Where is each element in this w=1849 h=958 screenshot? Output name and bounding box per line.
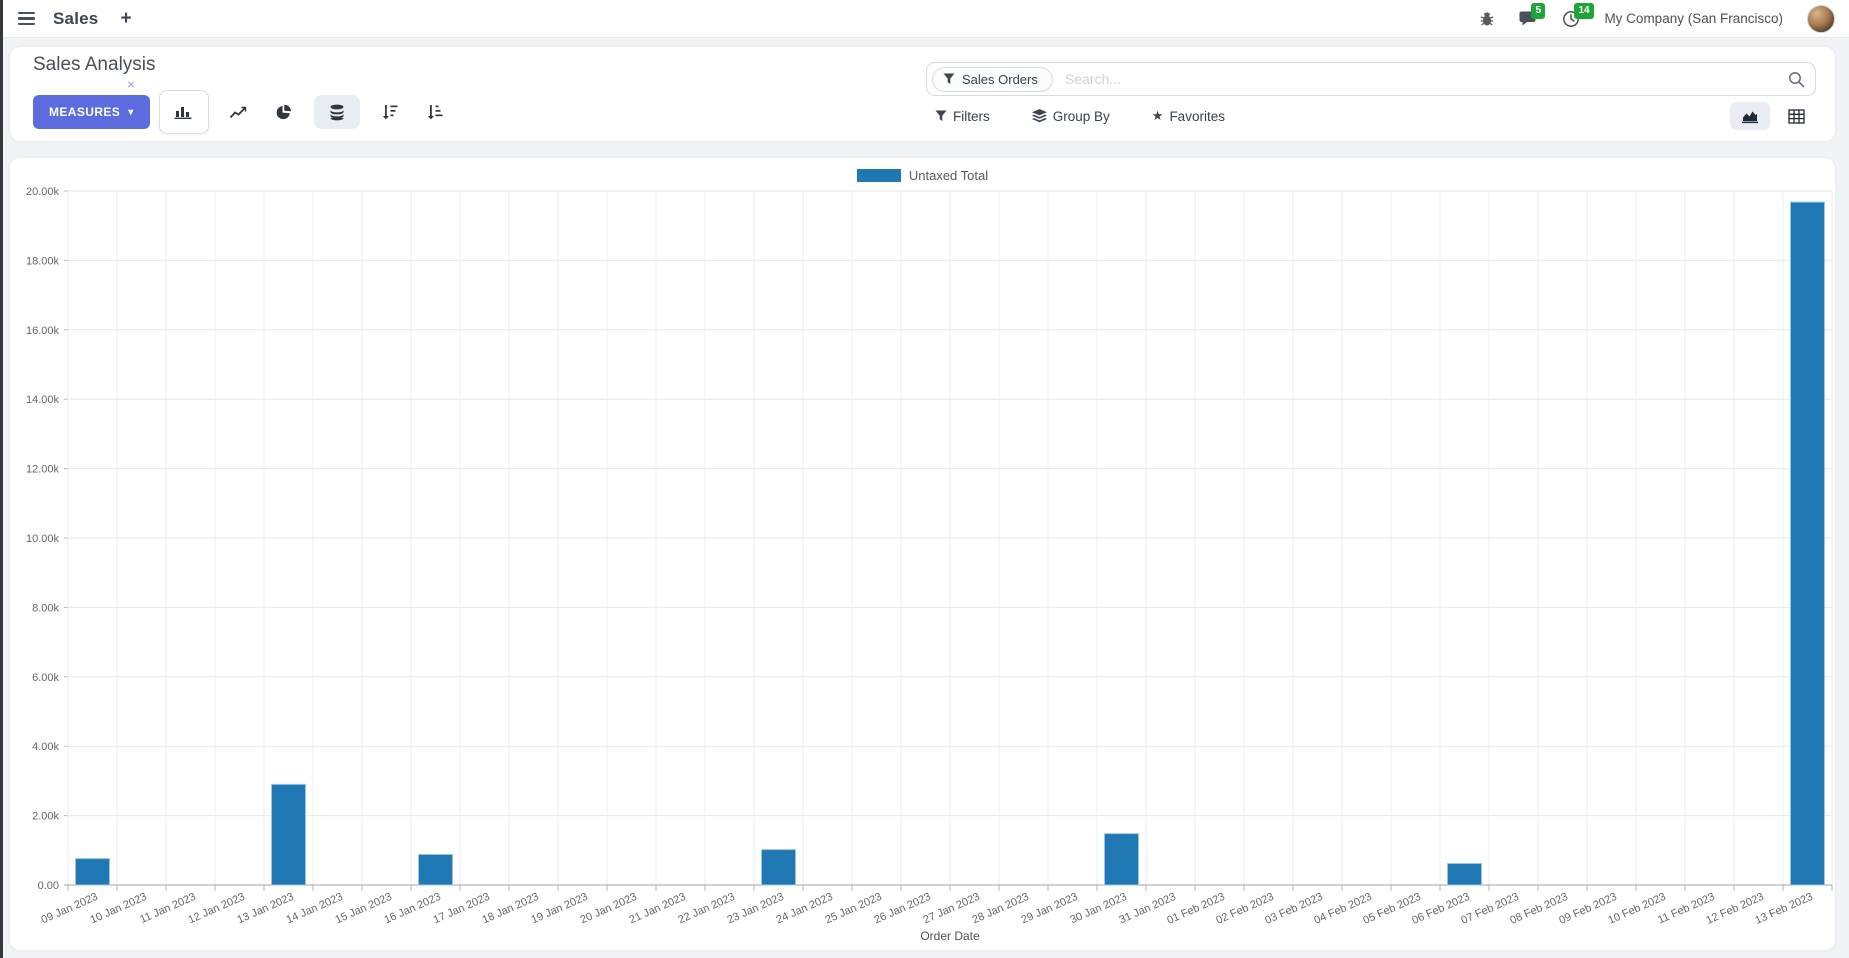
y-tick-label: 16.00k [26, 325, 60, 337]
y-tick-label: 0.00 [38, 880, 59, 892]
y-tick-label: 2.00k [32, 811, 59, 823]
messages-icon[interactable]: 5 [1519, 3, 1546, 27]
y-tick-label: 4.00k [32, 741, 59, 753]
group-by-button[interactable]: Group By [1031, 109, 1110, 124]
pivot-view-button[interactable] [1776, 102, 1816, 130]
remove-facet-icon[interactable]: × [127, 76, 136, 92]
star-icon: ★ [1151, 108, 1164, 123]
stacked-toggle-button[interactable] [313, 95, 360, 129]
plus-icon[interactable]: + [120, 8, 132, 29]
bar-chart-button[interactable] [158, 90, 209, 134]
filter-funnel-icon [935, 110, 947, 121]
y-tick-label: 10.00k [26, 533, 60, 545]
bar-chart-svg: 0.00 2.00k 4.00k 6.00k 8.00k 10.00k 12.00k 14.0… [26, 186, 1833, 943]
search-input[interactable] [1064, 71, 1788, 87]
y-tick-label: 12.00k [26, 464, 60, 476]
x-tick-label: 10 Jan 2023 [89, 891, 149, 927]
filters-button[interactable]: Filters [935, 109, 990, 124]
messages-badge: 5 [1531, 3, 1546, 19]
y-tick-label: 6.00k [32, 672, 59, 684]
user-avatar[interactable] [1807, 4, 1835, 33]
control-panel: Sales Analysis MEASURES ▾ [10, 47, 1835, 141]
pie-chart-button[interactable] [269, 97, 299, 127]
screen-left-edge [0, 0, 3, 958]
chart-area: Untaxed Total 0.00 2.00k 4.00k 6.00k 8.00k 10… [10, 158, 1835, 950]
legend-label: Untaxed Total [908, 167, 989, 183]
y-tick-label: 14.00k [26, 394, 60, 406]
legend-swatch [856, 168, 901, 182]
company-switcher[interactable]: My Company (San Francisco) [1604, 11, 1783, 26]
search-facet-sales-orders[interactable]: Sales Orders [932, 66, 1053, 92]
favorites-button[interactable]: ★ Favorites [1151, 108, 1225, 124]
bar-16-jan-2023[interactable] [418, 853, 453, 886]
top-navbar: Sales + 5 14 My Company (San Francisco) [0, 0, 1849, 38]
search-icon[interactable] [1788, 71, 1805, 88]
apps-menu-icon[interactable] [16, 8, 37, 29]
y-tick-label: 18.00k [26, 255, 60, 267]
bar-13-jan-2023[interactable] [271, 783, 306, 886]
bar-23-jan-2023[interactable] [761, 849, 796, 886]
bug-icon[interactable] [1479, 11, 1495, 27]
line-chart-button[interactable] [224, 97, 254, 127]
search-bar[interactable]: Sales Orders [926, 62, 1816, 96]
measures-button[interactable]: MEASURES ▾ [33, 95, 150, 129]
view-switcher [1730, 102, 1816, 130]
legend-item-untaxed-total[interactable]: Untaxed Total [10, 165, 1835, 185]
app-name[interactable]: Sales [53, 8, 99, 28]
x-axis-title: Order Date [920, 929, 980, 943]
page-title: Sales Analysis [33, 54, 156, 75]
filter-funnel-icon [943, 73, 955, 84]
activities-clock-icon[interactable]: 14 [1562, 2, 1594, 28]
sort-ascending-button[interactable] [420, 97, 450, 127]
bar-30-jan-2023[interactable] [1104, 833, 1139, 886]
bar-09-jan-2023[interactable] [75, 858, 110, 886]
y-tick-label: 8.00k [32, 602, 59, 614]
graph-view-button[interactable] [1730, 102, 1770, 130]
y-tick-label: 20.00k [26, 186, 60, 198]
chevron-down-icon: ▾ [128, 106, 134, 118]
bar-06-feb-2023[interactable] [1447, 862, 1482, 886]
layers-icon [1031, 109, 1047, 123]
activities-badge: 14 [1574, 2, 1594, 19]
sort-descending-button[interactable] [375, 97, 405, 127]
bar-13-feb-2023[interactable] [1790, 201, 1825, 886]
